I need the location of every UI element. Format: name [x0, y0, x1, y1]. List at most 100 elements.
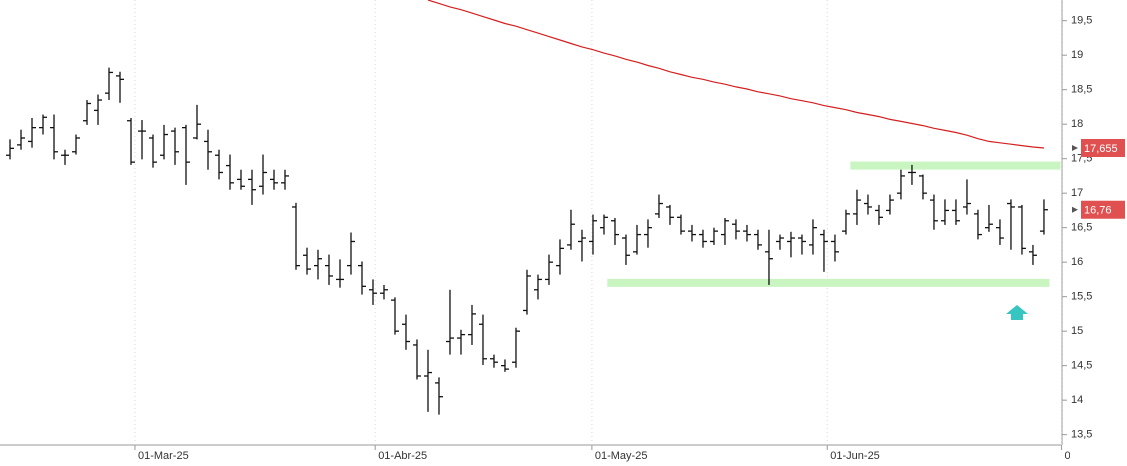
y-tick-label: 18,5 — [1071, 84, 1092, 96]
ohlc-bar — [1017, 204, 1026, 255]
ohlc-bar — [214, 149, 223, 180]
ohlc-bar — [621, 234, 630, 265]
y-tick-label: 15 — [1071, 325, 1083, 337]
ohlc-bar — [379, 284, 388, 300]
y-tick-label: 19 — [1071, 49, 1083, 61]
ohlc-bar — [193, 104, 202, 140]
price-label-box — [1081, 138, 1125, 157]
ohlc-bar — [225, 154, 234, 190]
ohlc-bar — [269, 169, 278, 190]
ohlc-bar — [291, 202, 300, 270]
ohlc-bar — [6, 139, 15, 160]
y-tick-label: 14 — [1071, 394, 1083, 406]
ohlc-bar — [204, 129, 213, 170]
ohlc-bar — [775, 234, 784, 250]
ohlc-bar — [390, 297, 399, 335]
ohlc-bar — [808, 219, 817, 255]
ohlc-bar — [511, 327, 520, 368]
ohlc-bar — [247, 169, 256, 205]
ohlc-bar — [577, 229, 586, 262]
ohlc-bar — [918, 174, 927, 200]
ohlc-bar — [489, 354, 498, 368]
ohlc-bar — [533, 274, 542, 300]
ohlc-bar — [588, 214, 597, 255]
y-tick-label: 19,5 — [1071, 15, 1092, 27]
ohlc-bar — [819, 229, 828, 272]
ohlc-bar — [940, 199, 949, 225]
ohlc-bar — [171, 127, 180, 165]
ohlc-bar — [324, 254, 333, 285]
level-band — [850, 161, 1061, 170]
ohlc-bar — [280, 169, 289, 190]
ohlc-bar — [599, 214, 608, 235]
plot-area — [6, 0, 1062, 445]
ohlc-bar — [423, 349, 432, 412]
ohlc-bar — [50, 114, 59, 160]
ohlc-bar — [1006, 199, 1015, 250]
ohlc-bar — [138, 120, 147, 160]
x-tick-label: 01-Abr-25 — [378, 450, 427, 462]
ohlc-bar — [896, 169, 905, 200]
ohlc-bar — [116, 71, 125, 103]
ohlc-bar — [720, 218, 729, 245]
ohlc-bar — [852, 189, 861, 225]
ohlc-bar — [764, 229, 773, 285]
ohlc-bar — [753, 229, 762, 250]
ohlc-bar — [456, 329, 465, 355]
ohlc-bar — [236, 169, 245, 190]
ohlc-bar — [94, 94, 103, 125]
ohlc-bar — [258, 154, 267, 195]
ohlc-bar — [665, 204, 674, 225]
ohlc-bar — [17, 129, 26, 150]
ohlc-bar — [709, 227, 718, 245]
ohlc-bar — [357, 261, 366, 295]
price-label: 16,76 — [1084, 205, 1112, 217]
level-band — [607, 278, 1050, 287]
y-tick-label: 16 — [1071, 256, 1083, 268]
ohlc-bar — [500, 359, 509, 372]
ohlc-bar — [1039, 199, 1048, 235]
price-label: 17,655 — [1084, 143, 1118, 155]
ohlc-bar — [676, 214, 685, 235]
ohlc-bar — [412, 339, 421, 380]
x-tick-label: 01-May-25 — [595, 450, 648, 462]
ohlc-bar — [182, 124, 191, 185]
ohlc-bar — [610, 218, 619, 245]
ohlc-bar — [687, 224, 696, 242]
ohlc-bar — [929, 194, 938, 230]
x-tick-label: 0 — [1065, 450, 1071, 462]
ohlc-bar — [478, 314, 487, 365]
ohlc-bar — [951, 199, 960, 225]
y-tick-label: 15,5 — [1071, 291, 1092, 303]
ohlc-bar — [698, 229, 707, 248]
ohlc-bar — [160, 124, 169, 160]
ohlc-bar — [907, 164, 916, 185]
ohlc-bar — [522, 269, 531, 315]
ohlc-bar — [874, 204, 883, 225]
ohlc-bar — [786, 231, 795, 258]
ohlc-bar — [313, 249, 322, 280]
ohlc-bar — [346, 232, 355, 275]
ohlc-bar — [830, 234, 839, 262]
ohlc-bar — [105, 67, 114, 101]
ohlc-bar — [962, 179, 971, 215]
ohlc-bar — [335, 259, 344, 288]
ohlc-bar — [127, 117, 136, 165]
ohlc-bar — [61, 149, 70, 165]
ohlc-bar — [368, 279, 377, 305]
ohlc-bar — [984, 204, 993, 232]
ohlc-bar — [28, 117, 37, 148]
ohlc-bar — [39, 114, 48, 135]
ohlc-bar — [643, 219, 652, 248]
y-tick-label: 14,5 — [1071, 360, 1092, 372]
ohlc-bar — [72, 134, 81, 155]
ohlc-bar — [885, 194, 894, 215]
ohlc-bar — [632, 224, 641, 255]
ohlc-bar — [467, 304, 476, 345]
moving-average-line — [427, 0, 1045, 149]
price-pointer — [1072, 206, 1078, 213]
ohlc-bar — [544, 254, 553, 285]
y-tick-label: 13,5 — [1071, 429, 1092, 441]
ohlc-bar — [1028, 244, 1037, 265]
